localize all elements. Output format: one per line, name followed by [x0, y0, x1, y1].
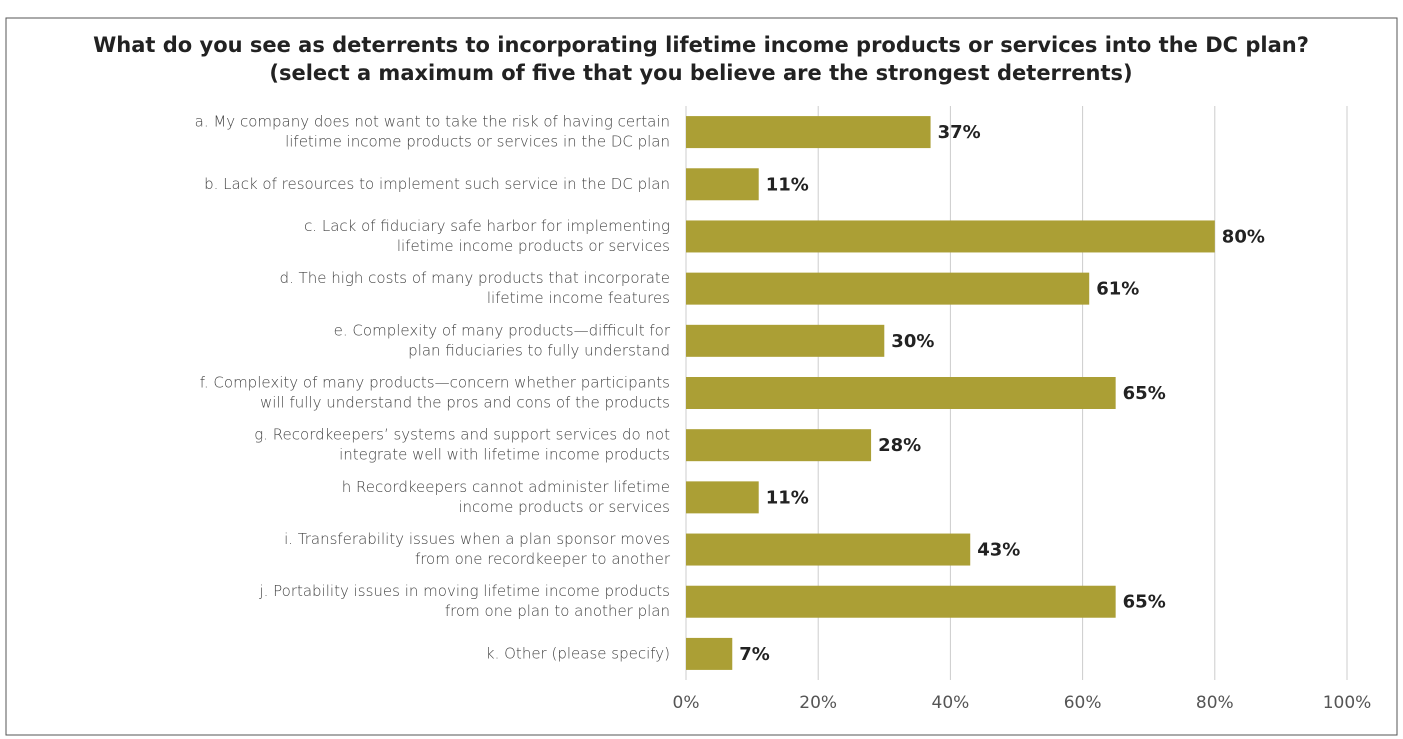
bar — [686, 637, 733, 670]
category-label: g. Recordkeepers’ systems and support se… — [254, 426, 670, 444]
x-tick-label: 20% — [799, 693, 837, 713]
category-label: c. Lack of fiduciary safe harbor for imp… — [304, 217, 670, 235]
value-label: 37% — [938, 122, 981, 143]
frame — [5, 17, 1398, 736]
category-label: b. Lack of resources to implement such s… — [204, 175, 670, 193]
category-label: j. Portability issues in moving lifetime… — [258, 582, 670, 600]
category-label: e. Complexity of many products—difficult… — [334, 321, 671, 339]
category-label: lifetime income products or services — [397, 237, 670, 255]
value-label: 43% — [977, 540, 1020, 561]
value-label: 65% — [1123, 592, 1166, 613]
bar — [686, 377, 1116, 409]
bar — [686, 481, 759, 514]
x-tick-label: 100% — [1323, 693, 1372, 713]
category-label: d. The high costs of many products that … — [280, 269, 671, 287]
chart-subtitle: (select a maximum of five that you belie… — [269, 61, 1132, 85]
value-label: 65% — [1123, 383, 1166, 404]
bar — [686, 116, 931, 149]
value-label: 28% — [878, 435, 921, 456]
x-tick-label: 40% — [932, 693, 970, 713]
bar — [686, 585, 1116, 618]
value-label: 11% — [766, 174, 809, 195]
value-label: 61% — [1096, 279, 1139, 300]
value-label: 11% — [766, 487, 809, 508]
chart-title: What do you see as deterrents to incorpo… — [93, 33, 1309, 57]
bar — [686, 168, 759, 201]
x-tick-label: 80% — [1196, 693, 1234, 713]
x-tick-label: 60% — [1064, 693, 1102, 713]
bar — [686, 324, 885, 357]
bar — [686, 533, 971, 566]
bar — [686, 429, 872, 462]
bar — [686, 272, 1090, 305]
category-label: lifetime income products or services in … — [285, 133, 670, 151]
category-label: plan fiduciaries to fully understand — [408, 341, 670, 359]
category-label: integrate well with lifetime income prod… — [339, 446, 670, 464]
value-label: 30% — [891, 331, 934, 352]
category-label: i. Transferability issues when a plan sp… — [284, 530, 670, 548]
value-label: 7% — [739, 644, 770, 665]
category-label: a. My company does not want to take the … — [195, 113, 670, 131]
value-label: 80% — [1222, 226, 1265, 247]
category-label: k. Other (please specify) — [486, 644, 670, 662]
bar — [686, 220, 1215, 253]
category-label: will fully understand the pros and cons … — [260, 394, 670, 412]
x-tick-label: 0% — [673, 693, 700, 713]
category-label: from one recordkeeper to another — [415, 550, 671, 568]
category-label: from one plan to another plan — [445, 602, 670, 620]
category-label: f. Complexity of many products—concern w… — [200, 374, 670, 392]
category-label: income products or services — [458, 498, 670, 516]
category-label: h Recordkeepers cannot administer lifeti… — [342, 478, 670, 496]
category-label: lifetime income features — [487, 289, 670, 307]
